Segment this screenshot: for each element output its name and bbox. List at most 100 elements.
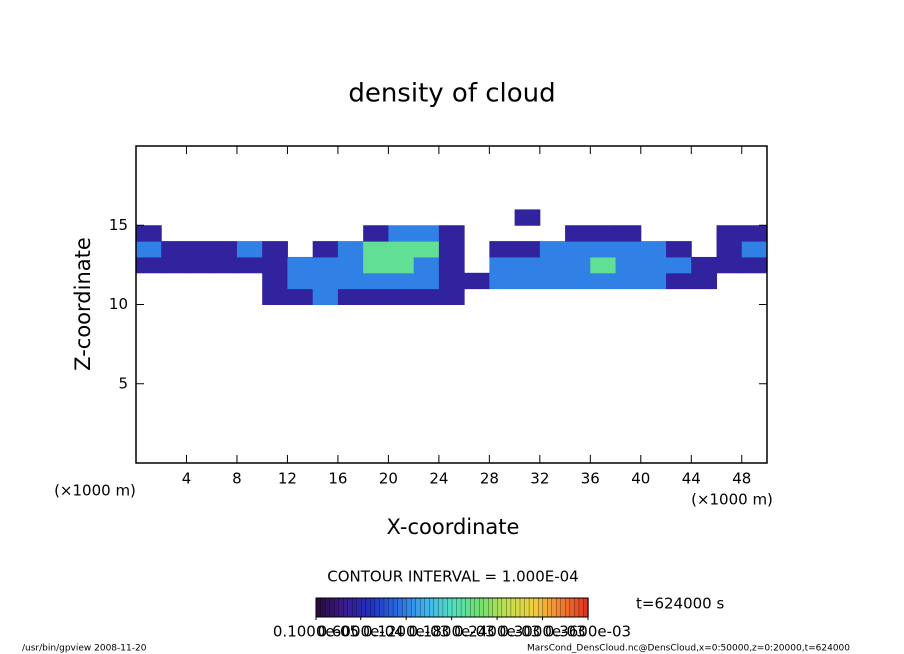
- heat-cell: [539, 241, 566, 258]
- heat-cell: [388, 288, 415, 305]
- heat-cell: [489, 256, 516, 274]
- colorbar-swatch: [447, 597, 453, 618]
- colorbar-swatch: [401, 597, 408, 618]
- heat-cell: [489, 272, 516, 290]
- heat-cell: [236, 256, 263, 274]
- colorbar-swatch: [483, 597, 489, 618]
- time-label: t=624000 s: [636, 595, 724, 613]
- colorbar-swatch: [379, 597, 385, 618]
- x-tick-label: 48: [732, 470, 751, 488]
- heat-cell: [565, 241, 591, 258]
- colorbar-tick-label: 0.3000e-03: [499, 623, 585, 641]
- heat-cell: [489, 241, 516, 258]
- colorbar-swatch: [338, 597, 344, 618]
- x-tick-label: 8: [232, 470, 242, 488]
- colorbar-swatch: [429, 597, 435, 618]
- colorbar-swatch: [406, 597, 412, 618]
- heat-cell: [438, 225, 465, 242]
- heat-cell: [691, 272, 718, 290]
- colorbar-swatch: [392, 597, 399, 618]
- colorbar-swatch: [497, 597, 503, 618]
- heat-cell: [590, 272, 617, 290]
- heat-cell: [161, 241, 187, 258]
- heat-cell: [413, 272, 440, 290]
- heat-cell: [615, 225, 642, 242]
- heat-cell: [161, 256, 187, 274]
- heat-cell: [262, 288, 288, 305]
- heat-cell: [262, 272, 288, 290]
- heat-cell: [615, 272, 642, 290]
- heat-cell: [640, 256, 667, 274]
- heat-cell: [136, 241, 162, 258]
- heat-cell: [666, 256, 692, 274]
- colorbar-swatch: [365, 597, 372, 618]
- heat-cell: [741, 225, 768, 242]
- heat-cell: [136, 256, 162, 274]
- heat-cell: [236, 241, 263, 258]
- colorbar-swatch: [501, 597, 508, 618]
- heat-cell: [337, 241, 364, 258]
- chart-title: density of cloud: [348, 79, 555, 109]
- heat-cell: [363, 256, 389, 274]
- colorbar-swatch: [528, 597, 535, 618]
- colorbar-swatch: [574, 597, 580, 618]
- x-tick-label: 12: [278, 470, 297, 488]
- heat-cell: [363, 241, 389, 258]
- colorbar-swatch: [533, 597, 539, 618]
- colorbar-swatch: [329, 597, 335, 618]
- colorbar-swatch: [519, 597, 526, 618]
- y-tick-label: 10: [109, 295, 128, 313]
- heat-cell: [615, 241, 642, 258]
- x-axis-label: X-coordinate: [387, 515, 520, 539]
- heat-cell: [590, 225, 617, 242]
- heat-cell: [666, 241, 692, 258]
- heat-cell: [514, 241, 541, 258]
- contour-interval: CONTOUR INTERVAL = 1.000E-04: [327, 568, 578, 586]
- heat-cell: [413, 241, 440, 258]
- colorbar-swatch: [479, 597, 485, 618]
- heat-cell: [539, 256, 566, 274]
- colorbar-swatch: [547, 597, 553, 618]
- colorbar-swatch: [465, 597, 471, 618]
- colorbar-swatch: [324, 597, 331, 618]
- heat-cell: [565, 272, 591, 290]
- colorbar-tick-label: 0.2400e-03: [454, 623, 540, 641]
- colorbar-swatch: [451, 597, 458, 618]
- heat-cell: [337, 272, 364, 290]
- colorbar-swatch: [415, 597, 421, 618]
- heat-cell: [363, 288, 389, 305]
- heat-cell: [413, 256, 440, 274]
- colorbar-swatch: [556, 597, 562, 618]
- heat-cell: [136, 225, 162, 242]
- colorbar-swatch: [374, 597, 381, 618]
- y-axis-label: Z-coordinate: [71, 237, 95, 371]
- heat-cell: [539, 272, 566, 290]
- colorbar-swatch: [537, 597, 544, 618]
- heat-cell: [615, 256, 642, 274]
- colorbar-swatch: [506, 597, 512, 618]
- heat-cell: [388, 272, 415, 290]
- heat-cell: [438, 241, 465, 258]
- heat-cell: [337, 288, 364, 305]
- colorbar-tick-label: 0.6000e-04: [318, 623, 404, 641]
- heat-cell: [716, 225, 743, 242]
- heat-cell: [640, 272, 667, 290]
- colorbar-swatch: [352, 597, 358, 618]
- colorbar-swatch: [438, 597, 444, 618]
- colorbar-swatch: [370, 597, 376, 618]
- colorbar-tick-label: 0.3600e-03: [545, 623, 631, 641]
- colorbar-swatch: [542, 597, 548, 618]
- colorbar-swatch: [442, 597, 449, 618]
- heat-cell: [514, 256, 541, 274]
- colorbar-tick-label: 0.1800e-03: [409, 623, 495, 641]
- heat-cell: [312, 288, 339, 305]
- heat-cell: [287, 256, 314, 274]
- heat-cell: [413, 288, 440, 305]
- colorbar-swatch: [320, 597, 326, 618]
- heat-cell: [438, 272, 465, 290]
- heat-cell: [312, 256, 339, 274]
- x-tick-label: 40: [631, 470, 650, 488]
- colorbar-tick-label: 0.1200e-03: [363, 623, 449, 641]
- x-tick-label: 32: [530, 470, 549, 488]
